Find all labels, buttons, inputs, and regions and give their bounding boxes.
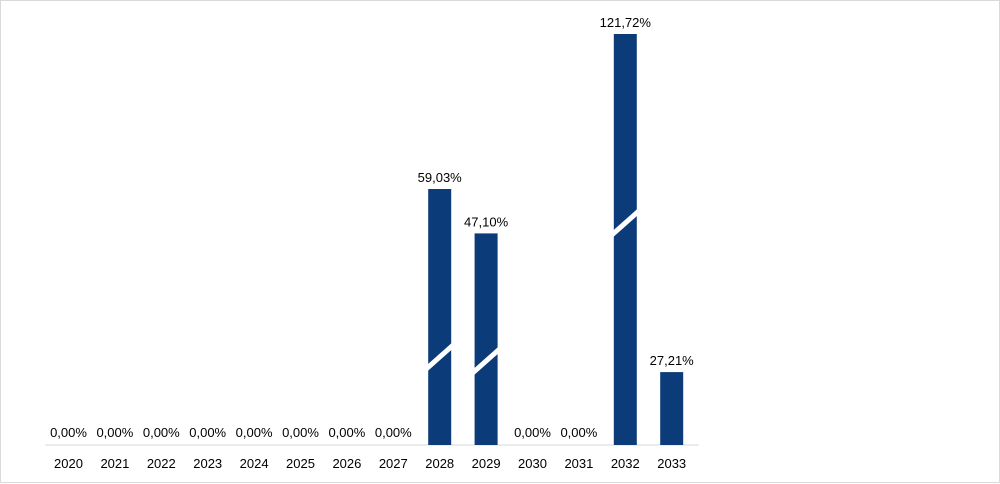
x-tick-2022: 2022	[147, 456, 176, 471]
axis-break-2032	[610, 209, 641, 237]
x-tick-2031: 2031	[564, 456, 593, 471]
axis-break-2028	[424, 343, 455, 371]
data-label-2029: 47,10%	[464, 214, 509, 229]
x-tick-2030: 2030	[518, 456, 547, 471]
x-tick-2033: 2033	[657, 456, 686, 471]
x-tick-2023: 2023	[193, 456, 222, 471]
data-label-2023: 0,00%	[189, 425, 226, 440]
bar-2028	[428, 189, 452, 445]
data-label-2033: 27,21%	[650, 353, 695, 368]
x-tick-2027: 2027	[379, 456, 408, 471]
data-label-2031: 0,00%	[560, 425, 597, 440]
data-labels-group: 0,00% 0,00% 0,00% 0,00% 0,00% 0,00% 0,00% 0,00%…	[50, 15, 694, 440]
x-tick-2032: 2032	[611, 456, 640, 471]
bar-2029	[474, 233, 498, 445]
x-tick-2024: 2024	[240, 456, 269, 471]
x-tick-2025: 2025	[286, 456, 315, 471]
x-tick-2026: 2026	[332, 456, 361, 471]
x-tick-2020: 2020	[54, 456, 83, 471]
data-label-2020: 0,00%	[50, 425, 87, 440]
data-label-2024: 0,00%	[236, 425, 273, 440]
data-label-2022: 0,00%	[143, 425, 180, 440]
bars-group	[424, 34, 684, 445]
data-label-2032: 121,72%	[600, 15, 652, 30]
x-tick-labels-group: 2020 2021 2022 2023 2024 2025 2026 2027 2028 2029…	[54, 456, 686, 471]
x-tick-2029: 2029	[472, 456, 501, 471]
data-label-2030: 0,00%	[514, 425, 551, 440]
x-tick-2028: 2028	[425, 456, 454, 471]
x-tick-2021: 2021	[100, 456, 129, 471]
data-label-2028: 59,03%	[418, 170, 463, 185]
data-label-2021: 0,00%	[96, 425, 133, 440]
data-label-2026: 0,00%	[328, 425, 365, 440]
data-label-2025: 0,00%	[282, 425, 319, 440]
bar-2032	[613, 34, 637, 445]
bar-2033	[660, 372, 684, 445]
axis-break-2029	[470, 347, 502, 375]
data-label-2027: 0,00%	[375, 425, 412, 440]
